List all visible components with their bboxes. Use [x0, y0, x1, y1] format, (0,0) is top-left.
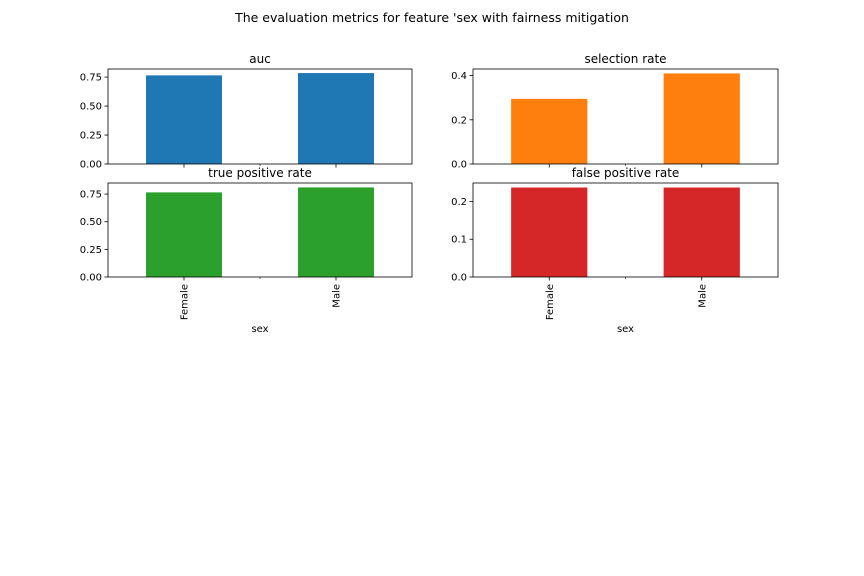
subplot-1: selection rate 0.0 0.2 0.4 — [451, 52, 779, 171]
bar-female — [511, 187, 588, 277]
y-tick-label: 0.1 — [451, 235, 467, 246]
y-tick-label: 0.00 — [80, 160, 102, 171]
y-tick-label: 0.2 — [451, 197, 467, 208]
subplot-3: false positive rate 0.0 0.1 0.2 Female Male se… — [451, 166, 779, 335]
y-tick-label: 0.25 — [80, 245, 102, 256]
y-tick-label: 0.50 — [80, 102, 102, 113]
x-axis-label: sex — [251, 324, 268, 335]
subplot-0: auc 0.00 0.25 0.50 0.75 — [80, 52, 413, 171]
subplot-grid: auc 0.00 0.25 0.50 0.75 selection rate 0.0 0.2 0… — [80, 52, 779, 335]
bar-male — [663, 73, 740, 164]
y-tick-label: 0.75 — [80, 190, 102, 201]
subplot-title: true positive rate — [208, 166, 312, 180]
subplot-title: selection rate — [584, 52, 666, 66]
bar-female — [146, 75, 222, 164]
y-tick-label: 0.75 — [80, 73, 102, 84]
y-tick-label: 0.25 — [80, 131, 102, 142]
x-tick-label: Female — [180, 284, 191, 320]
y-tick-label: 0.0 — [451, 273, 467, 284]
y-tick-label: 0.0 — [451, 160, 467, 171]
subplot-2: true positive rate 0.00 0.25 0.50 0.75 Female… — [80, 166, 413, 335]
subplot-title: auc — [249, 52, 271, 66]
y-tick-label: 0.00 — [80, 273, 102, 284]
y-tick-label: 0.2 — [451, 115, 467, 126]
bar-male — [298, 187, 374, 277]
bar-male — [298, 73, 374, 164]
y-tick-label: 0.50 — [80, 217, 102, 228]
x-tick-label: Male — [332, 284, 343, 308]
bar-female — [511, 98, 588, 164]
x-tick-label: Female — [545, 284, 556, 320]
x-axis-label: sex — [617, 324, 634, 335]
figure-suptitle: The evaluation metrics for feature 'sex … — [234, 10, 629, 25]
bar-male — [663, 187, 740, 277]
x-tick-label: Male — [697, 284, 708, 308]
y-tick-label: 0.4 — [451, 71, 467, 82]
bar-female — [146, 192, 222, 277]
subplot-title: false positive rate — [572, 166, 680, 180]
